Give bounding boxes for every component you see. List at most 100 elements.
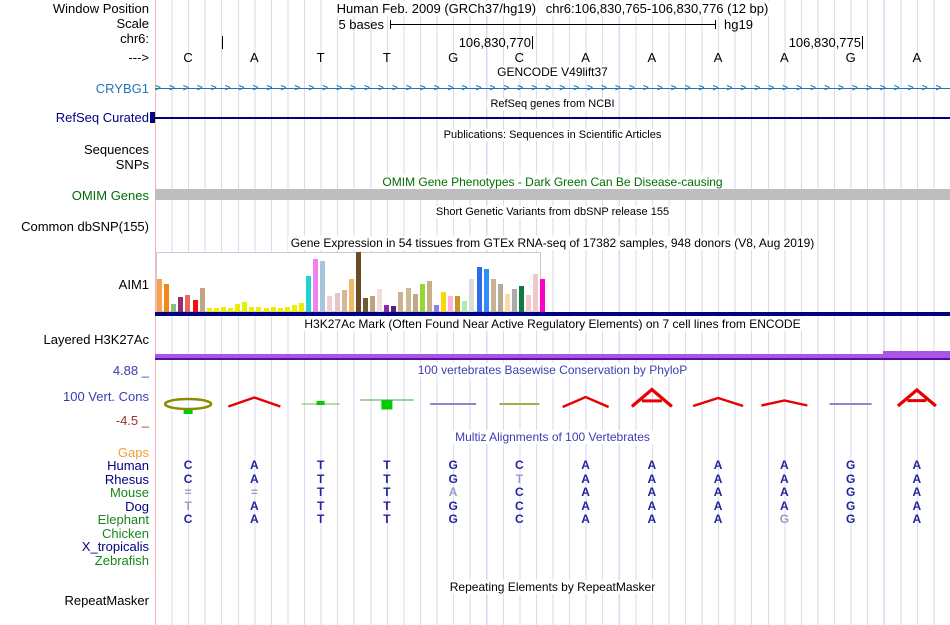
gtex-bar[interactable] [206,308,212,312]
gtex-bar[interactable] [441,292,446,312]
species-label-dog[interactable]: Dog [125,499,149,514]
track-title-omim[interactable]: OMIM Gene Phenotypes - Dark Green Can Be… [155,175,950,189]
track-title-multiz[interactable]: Multiz Alignments of 100 Vertebrates [155,430,950,444]
gtex-bar[interactable] [228,308,233,312]
gtex-bar[interactable] [476,267,482,312]
gtex-bar[interactable] [235,304,241,312]
aligned-base: T [383,512,391,526]
gtex-bar[interactable] [370,296,375,312]
track-title-gencode[interactable]: GENCODE V49lift37 [155,65,950,79]
refseq-gene-line[interactable] [155,117,950,119]
gene-label-crybg1[interactable]: CRYBG1 [95,81,149,96]
gtex-bar[interactable] [433,305,439,312]
gtex-bar[interactable] [526,295,532,312]
gtex-bar[interactable] [185,295,191,312]
gtex-bar[interactable] [462,301,468,312]
gtex-bar[interactable] [327,296,333,312]
track-label-omim-genes[interactable]: OMIM Genes [71,188,149,203]
gtex-bar[interactable] [157,279,162,312]
track-title-publications[interactable]: Publications: Sequences in Scientific Ar… [155,129,950,142]
scale-label: Scale [116,16,149,31]
species-label-human[interactable]: Human [107,458,149,473]
gtex-bar[interactable] [419,284,425,312]
species-label-rhesus[interactable]: Rhesus [104,472,149,487]
gene-strand-arrows[interactable]: >>>>>>>>>>>>>>>>>>>>>>>>>>>>>>>>>>>>>>>>… [155,83,950,94]
gtex-bar[interactable] [504,294,510,312]
track-title-gtex[interactable]: Gene Expression in 54 tissues from GTEx … [155,236,950,250]
gtex-bar[interactable] [263,308,269,312]
gtex-bar[interactable] [384,305,390,312]
gtex-bar[interactable] [455,296,461,312]
species-label-chicken[interactable]: Chicken [102,526,149,541]
h3k27ac-signal-peak[interactable] [883,351,950,358]
species-label-mouse[interactable]: Mouse [109,485,149,500]
track-label-snps[interactable]: SNPs [115,157,149,172]
gtex-bar[interactable] [284,307,290,312]
track-label-sequences[interactable]: Sequences [83,142,149,157]
gtex-bar[interactable] [348,279,354,312]
gtex-bar[interactable] [412,294,418,312]
omim-gene-bar[interactable] [155,189,950,200]
track-label-repeatmasker[interactable]: RepeatMasker [64,593,149,608]
track-label-layered-h3k27ac[interactable]: Layered H3K27Ac [43,332,149,347]
gtex-bar[interactable] [398,292,404,312]
gtex-bar[interactable] [497,284,503,312]
gtex-bar[interactable] [178,297,184,312]
track-label-common-dbsnp[interactable]: Common dbSNP(155) [21,219,149,234]
gtex-bar[interactable] [242,302,248,312]
track-title-dbsnp[interactable]: Short Genetic Variants from dbSNP releas… [155,206,950,219]
gtex-bar[interactable] [391,306,397,312]
gtex-bar[interactable] [341,290,347,312]
gtex-bar[interactable] [540,279,546,312]
track-label-refseq-curated[interactable]: RefSeq Curated [55,110,149,125]
gtex-bar[interactable] [270,307,276,312]
gtex-bar[interactable] [299,303,304,312]
gtex-bar[interactable] [512,289,517,312]
track-label-100-vert-cons[interactable]: 100 Vert. Cons [63,389,149,404]
gtex-bar[interactable] [377,289,383,312]
gtex-bar-chart[interactable] [157,252,546,312]
gtex-bar[interactable] [306,276,312,312]
gtex-bar[interactable] [483,269,489,312]
gtex-bar[interactable] [533,274,539,312]
gtex-bar[interactable] [355,252,361,312]
track-title-repeatmasker[interactable]: Repeating Elements by RepeatMasker [155,580,950,594]
gtex-bar[interactable] [213,308,219,312]
gtex-bar[interactable] [490,279,496,312]
track-title-phylop[interactable]: 100 vertebrates Basewise Conservation by… [155,363,950,377]
gtex-bar[interactable] [334,293,340,312]
gtex-bar[interactable] [220,307,226,312]
track-title-refseq[interactable]: RefSeq genes from NCBI [155,98,950,111]
gtex-bar[interactable] [277,308,283,312]
gtex-bar[interactable] [291,305,297,312]
h3k27ac-signal-bar[interactable] [155,354,950,358]
phylop-conservation-glyphs[interactable] [155,386,950,422]
gene-label-aim1[interactable]: AIM1 [118,277,149,292]
species-label-elephant[interactable]: Elephant [97,512,149,527]
gene-body-line[interactable] [155,88,950,89]
gtex-bar[interactable] [313,259,319,312]
gtex-bar[interactable] [171,304,177,312]
track-title-h3k27ac[interactable]: H3K27Ac Mark (Often Found Near Active Re… [155,317,950,331]
gtex-bar[interactable] [405,288,411,312]
gtex-bar[interactable] [426,281,432,312]
gtex-bar[interactable] [192,300,198,312]
species-label-zebrafish[interactable]: Zebrafish [94,553,149,568]
gtex-bar[interactable] [320,261,326,312]
gtex-bar[interactable] [199,288,205,312]
aligned-base: T [316,485,325,499]
gtex-bar[interactable] [362,298,368,312]
multiz-gaps-label[interactable]: Gaps [117,445,149,460]
species-label-x_tropicalis[interactable]: X_tropicalis [81,539,149,554]
alignment-row-mouse[interactable]: = = T T A C A A A A G A [155,486,950,499]
gtex-bar[interactable] [519,286,525,312]
gtex-bar[interactable] [164,284,170,312]
gtex-bar[interactable] [448,296,454,312]
gtex-bar[interactable] [469,279,475,312]
gtex-bar[interactable] [256,307,262,312]
gtex-bar[interactable] [249,307,255,312]
